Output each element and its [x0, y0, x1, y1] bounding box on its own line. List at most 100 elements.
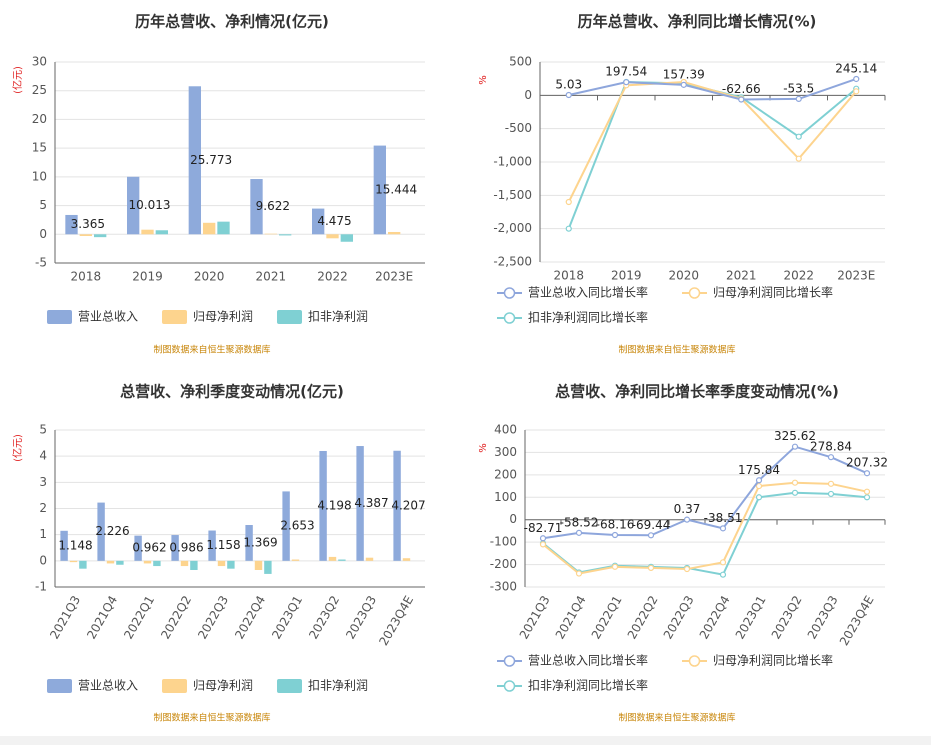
y-tick-label: -1,500 [493, 188, 532, 202]
point [719, 525, 727, 532]
bar [264, 560, 272, 574]
y-axis-label: (亿元) [11, 434, 24, 462]
y-tick-label: 0 [509, 512, 517, 526]
data-label: 157.39 [663, 67, 705, 81]
series-line [568, 78, 857, 101]
point [853, 88, 860, 95]
data-label: -53.5 [783, 81, 814, 95]
x-tick-label: 2019 [132, 270, 163, 284]
bar [227, 560, 235, 569]
data-label: 278.84 [810, 440, 852, 454]
x-tick-label: 2022 [783, 269, 814, 283]
legend-swatch [688, 287, 701, 299]
point [565, 225, 572, 232]
legend-label: 营业总收入 [78, 679, 138, 693]
y-tick-label: 30 [32, 55, 47, 69]
data-label: 15.444 [375, 182, 417, 196]
bar [141, 229, 154, 235]
y-tick-label: 300 [494, 445, 517, 459]
chart-panel: 总营收、净利同比增长率季度变动情况(%)% -300 -200 -100 0 100 200… [478, 383, 888, 724]
x-tick-label: 2022Q4 [232, 593, 268, 641]
data-label: 4.387 [354, 496, 388, 510]
point [738, 96, 745, 103]
x-tick-label: 2020 [194, 270, 225, 284]
bar [319, 450, 327, 561]
bar [180, 560, 189, 567]
point [719, 559, 727, 566]
series-line [567, 80, 858, 203]
y-tick-label: 5 [39, 423, 47, 437]
x-tick-label: 2023Q3 [343, 593, 379, 641]
data-label: 4.475 [317, 214, 351, 228]
x-tick-label: 2022Q3 [661, 593, 697, 641]
bar [279, 234, 292, 236]
chart-panel: 历年总营收、净利情况(亿元) (亿元) -5 0 5 10 15 20 25 30 2018 2019… [11, 13, 425, 356]
point [795, 95, 802, 103]
y-tick-label: 0 [524, 88, 532, 102]
x-tick-label: 2022Q2 [158, 593, 194, 641]
bar [203, 222, 216, 235]
legend-swatch [162, 310, 187, 324]
legend-label: 营业总收入同比增长率 [528, 285, 648, 300]
data-label: -69.44 [632, 518, 671, 532]
y-tick-label: 2 [39, 501, 47, 515]
bar [393, 450, 401, 561]
data-label: 0.37 [674, 502, 701, 516]
series-line [567, 80, 857, 230]
y-axis-label: % [478, 443, 489, 453]
data-label: 0.986 [169, 540, 203, 554]
x-tick-label: 2021 [726, 269, 757, 283]
data-label: 1.158 [206, 538, 240, 552]
legend-swatch [47, 310, 72, 324]
point [647, 532, 655, 539]
data-label: 207.32 [846, 456, 888, 470]
data-label: 9.622 [256, 199, 290, 213]
series-line [542, 481, 868, 575]
legend-label: 归母净利润同比增长率 [713, 653, 833, 668]
data-label: 5.03 [555, 77, 582, 91]
point [683, 565, 691, 573]
data-label: -68.16 [596, 518, 635, 532]
point [853, 75, 860, 83]
source-note: 制图数据来自恒生聚源数据库 [153, 712, 270, 724]
bar [116, 560, 124, 565]
y-tick-label: 0 [39, 227, 47, 241]
point [565, 198, 572, 206]
bar [153, 560, 161, 567]
legend-swatch [503, 655, 516, 667]
chart-title: 总营收、净利季度变动情况(亿元) [120, 383, 344, 401]
bar [365, 557, 374, 561]
data-label: 175.84 [738, 463, 780, 477]
legend-swatch [47, 679, 72, 693]
x-tick-label: 2021Q4 [553, 593, 589, 641]
bar [217, 560, 226, 567]
x-tick-label: 2022Q2 [625, 593, 661, 641]
bar [356, 446, 364, 561]
legend-swatch [277, 679, 302, 693]
legend-label: 归母净利润 [193, 679, 253, 693]
footer-strip [0, 736, 931, 745]
bar [245, 525, 253, 561]
x-tick-label: 2022Q1 [121, 593, 157, 641]
data-label: -58.52 [560, 515, 599, 529]
legend-swatch [688, 655, 701, 667]
chart-panel: 历年总营收、净利同比增长情况(%)% -2,500 -2,000 -1,500 -1,0… [478, 13, 886, 356]
x-tick-label: 2020 [668, 269, 699, 283]
legend-swatch [503, 680, 516, 692]
legend-swatch [503, 312, 516, 324]
y-tick-label: -100 [490, 535, 517, 549]
data-label: 245.14 [835, 61, 877, 75]
x-tick-label: 2023Q1 [733, 593, 769, 641]
legend-swatch [503, 287, 516, 299]
y-tick-label: 4 [39, 449, 47, 463]
data-label: 325.62 [774, 429, 816, 443]
data-label: 2.653 [280, 519, 314, 533]
data-label: 197.54 [605, 65, 647, 79]
point [795, 133, 802, 140]
bar [312, 208, 325, 235]
y-tick-label: 0 [39, 553, 47, 567]
chart-title: 历年总营收、净利同比增长情况(%) [578, 13, 817, 31]
y-tick-label: 3 [39, 475, 47, 489]
legend-label: 营业总收入 [78, 310, 138, 324]
